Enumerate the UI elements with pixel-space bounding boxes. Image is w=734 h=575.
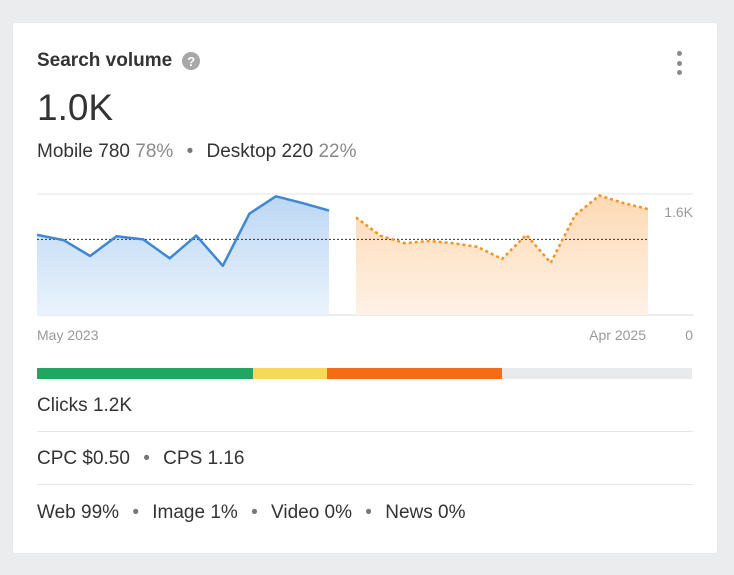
recent-series-area [356, 195, 648, 315]
mobile-pct: 78% [135, 141, 174, 162]
mobile-data-point[interactable] [87, 253, 93, 259]
recent-data-point[interactable] [645, 206, 651, 212]
mobile-data-point[interactable] [273, 193, 279, 199]
recent-data-point[interactable] [548, 260, 554, 266]
mobile-series-area [37, 196, 329, 315]
recent-data-point[interactable] [426, 238, 432, 244]
device-split: Mobile 780 78% • Desktop 220 22% [37, 141, 357, 163]
clicks-row: Clicks 1.2K [37, 395, 132, 417]
divider [37, 431, 693, 432]
cpc-row: CPC $0.50 • CPS 1.16 [37, 448, 245, 470]
image-value: Image 1% [152, 502, 238, 523]
separator-dot: • [132, 502, 139, 523]
recent-data-point[interactable] [402, 240, 408, 246]
desktop-pct: 22% [318, 141, 357, 162]
mobile-data-point[interactable] [220, 263, 226, 269]
recent-data-point[interactable] [450, 240, 456, 246]
x-end-label: Apr 2025 [589, 327, 646, 343]
video-value: Video 0% [271, 502, 353, 523]
mobile-label: Mobile [37, 141, 93, 162]
web-value: Web 99% [37, 502, 120, 523]
mobile-data-point[interactable] [193, 233, 199, 239]
recent-data-point[interactable] [377, 233, 383, 239]
desktop-label: Desktop [206, 141, 277, 162]
y-max-label: 1.6K [664, 204, 693, 220]
serp-types-row: Web 99% • Image 1% • Video 0% • News 0% [37, 502, 465, 524]
intent-bar-segment [253, 368, 327, 379]
separator-dot: • [186, 141, 194, 162]
mobile-data-point[interactable] [140, 236, 146, 242]
recent-data-point[interactable] [353, 214, 359, 220]
recent-data-point[interactable] [499, 256, 505, 262]
x-start-label: May 2023 [37, 327, 99, 343]
recent-data-point[interactable] [523, 232, 529, 238]
card-title: Search volume [37, 50, 173, 71]
recent-data-point[interactable] [596, 193, 602, 199]
recent-data-point[interactable] [572, 212, 578, 218]
cps-value: CPS 1.16 [163, 448, 245, 469]
news-value: News 0% [385, 502, 466, 523]
recent-data-point[interactable] [475, 244, 481, 250]
more-options-icon[interactable] [673, 51, 685, 75]
y-min-label: 0 [685, 327, 693, 343]
intent-bar-segment [326, 368, 503, 379]
mobile-value: 780 [98, 141, 130, 162]
recent-series-line [355, 194, 649, 265]
mobile-data-point[interactable] [246, 211, 252, 217]
desktop-value: 220 [281, 141, 314, 162]
recent-data-point[interactable] [621, 200, 627, 206]
mobile-data-point[interactable] [114, 233, 120, 239]
intent-bar-segment [37, 368, 254, 379]
mobile-series-line [36, 195, 330, 268]
clicks-value: Clicks 1.2K [37, 395, 133, 416]
mobile-data-point[interactable] [167, 255, 173, 261]
mobile-data-point[interactable] [61, 237, 67, 243]
help-icon[interactable]: ? [182, 52, 201, 70]
search-volume-chart[interactable]: 1.6K May 2023 Apr 2025 0 [13, 23, 717, 353]
separator-dot: • [251, 502, 258, 523]
divider [37, 484, 693, 485]
search-volume-value: 1.0K [37, 87, 114, 128]
card-header: Search volume ? [37, 50, 201, 72]
mobile-data-point[interactable] [34, 232, 40, 238]
intent-bar [37, 368, 692, 379]
mobile-data-point[interactable] [326, 208, 332, 214]
search-volume-card: Search volume ? 1.0K Mobile 780 78% • De… [13, 23, 717, 553]
separator-dot: • [365, 502, 372, 523]
mobile-data-point[interactable] [299, 200, 305, 206]
separator-dot: • [143, 448, 150, 469]
cpc-value: CPC $0.50 [37, 448, 130, 469]
